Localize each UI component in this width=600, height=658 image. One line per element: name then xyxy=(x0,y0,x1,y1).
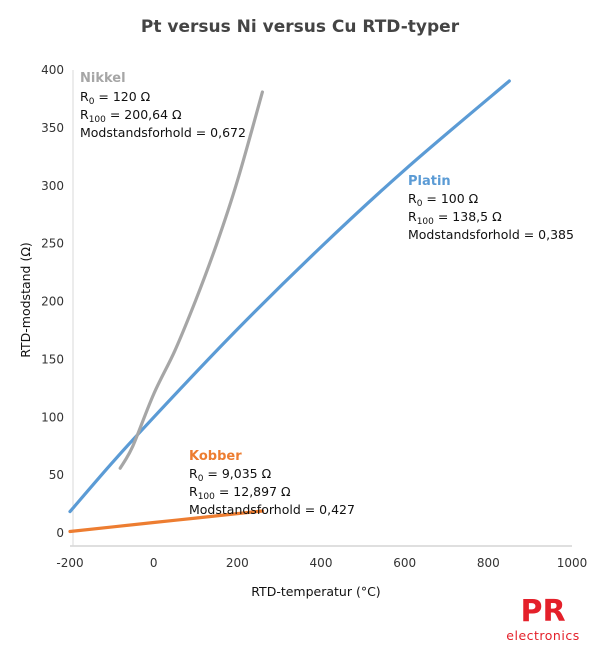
pr-electronics-logo: PR electronics xyxy=(506,594,579,643)
x-tick-label: 0 xyxy=(150,556,158,570)
x-tick-label: 600 xyxy=(393,556,416,570)
kobber-label: Kobber xyxy=(189,449,242,464)
series-line-platin xyxy=(68,79,511,514)
y-tick-label: 400 xyxy=(41,63,64,77)
y-tick-label: 150 xyxy=(41,352,64,366)
nikkel-label: Nikkel xyxy=(80,71,126,86)
x-tick-label: 1000 xyxy=(557,556,588,570)
y-tick-label: 300 xyxy=(41,179,64,193)
platin-ratio: Modstandsforhold = 0,385 xyxy=(408,227,574,242)
kobber-annotation: Kobber R0 = 9,035 Ω R100 = 12,897 Ω Mods… xyxy=(189,449,355,517)
x-tick-label: 800 xyxy=(477,556,500,570)
kobber-r100: R100 = 12,897 Ω xyxy=(189,484,291,502)
nikkel-annotation: Nikkel R0 = 120 Ω R100 = 200,64 Ω Modsta… xyxy=(80,71,246,140)
nikkel-r0: R0 = 120 Ω xyxy=(80,89,151,107)
y-tick-label: 250 xyxy=(41,237,64,251)
logo-letters: PR xyxy=(520,594,565,629)
platin-label: Platin xyxy=(408,174,451,189)
series-layer xyxy=(68,79,511,534)
logo-text: electronics xyxy=(506,628,579,643)
platin-r100: R100 = 138,5 Ω xyxy=(408,209,502,227)
y-tick-label: 350 xyxy=(41,121,64,135)
x-axis-label: RTD-temperatur (°C) xyxy=(251,584,380,599)
y-axis-label: RTD-modstand (Ω) xyxy=(18,242,33,358)
x-tick-label: -200 xyxy=(56,556,83,570)
nikkel-ratio: Modstandsforhold = 0,672 xyxy=(80,125,246,140)
y-tick-label: 100 xyxy=(41,410,64,424)
nikkel-r100: R100 = 200,64 Ω xyxy=(80,107,182,125)
series-line-kobber xyxy=(68,509,264,534)
y-tick-labels: 0 50 100 150 200 250 300 350 400 xyxy=(41,63,64,540)
series-line-nikkel xyxy=(118,90,264,470)
y-tick-label: 0 xyxy=(56,526,64,540)
kobber-ratio: Modstandsforhold = 0,427 xyxy=(189,502,355,517)
x-tick-labels: -200 0 200 400 600 800 1000 xyxy=(56,556,587,570)
platin-r0: R0 = 100 Ω xyxy=(408,191,479,209)
y-tick-label: 200 xyxy=(41,295,64,309)
platin-annotation: Platin R0 = 100 Ω R100 = 138,5 Ω Modstan… xyxy=(408,174,574,242)
x-tick-label: 200 xyxy=(226,556,249,570)
y-tick-label: 50 xyxy=(49,468,64,482)
kobber-r0: R0 = 9,035 Ω xyxy=(189,466,272,484)
x-tick-label: 400 xyxy=(310,556,333,570)
chart-title: Pt versus Ni versus Cu RTD-typer xyxy=(141,17,460,37)
